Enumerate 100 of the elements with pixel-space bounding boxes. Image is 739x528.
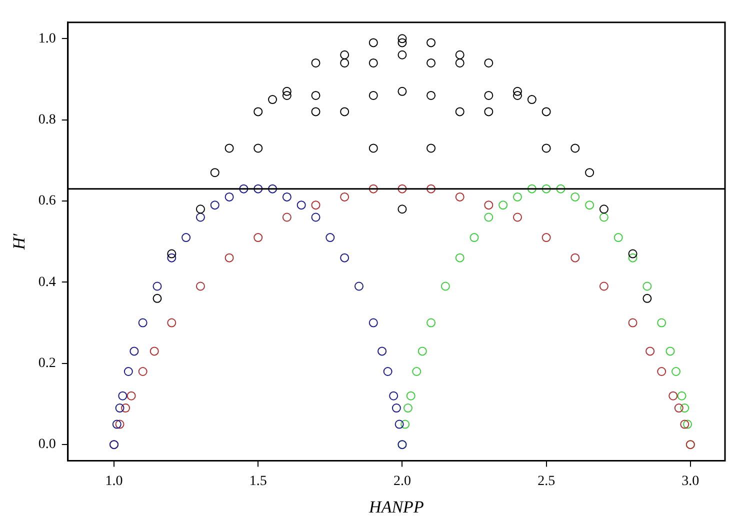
point <box>368 184 378 194</box>
point <box>484 200 494 210</box>
point <box>340 107 350 116</box>
point <box>628 249 638 258</box>
point <box>680 404 690 413</box>
point <box>657 318 666 328</box>
point <box>426 144 436 153</box>
point <box>282 86 292 96</box>
point <box>354 282 364 291</box>
point <box>126 391 136 400</box>
point <box>311 200 320 210</box>
point <box>224 144 234 153</box>
point <box>542 107 551 116</box>
point <box>115 420 124 429</box>
point <box>614 233 623 242</box>
point <box>599 282 608 291</box>
point <box>368 58 378 68</box>
point <box>311 90 320 100</box>
point <box>378 346 387 356</box>
point <box>527 95 536 104</box>
point <box>138 366 148 376</box>
point <box>115 404 124 413</box>
point <box>455 50 464 60</box>
point <box>683 420 692 429</box>
point <box>440 282 450 291</box>
point <box>210 200 220 210</box>
point <box>398 34 407 44</box>
point <box>599 212 608 222</box>
point <box>570 253 580 262</box>
point <box>484 107 494 116</box>
point <box>455 192 464 202</box>
point <box>680 420 690 429</box>
point <box>455 107 464 116</box>
point <box>512 212 522 222</box>
y-tick-label: 1.0 <box>38 31 56 46</box>
point <box>368 90 378 100</box>
point <box>484 90 494 100</box>
point <box>426 318 436 328</box>
point <box>368 38 378 48</box>
point <box>398 50 407 60</box>
y-tick-label: 0.2 <box>38 356 56 372</box>
point <box>150 346 159 356</box>
point <box>340 50 350 60</box>
point <box>196 204 205 214</box>
x-tick-label: 1.0 <box>105 474 123 489</box>
point <box>196 282 205 291</box>
point <box>570 144 580 153</box>
point <box>556 184 566 194</box>
point <box>389 391 398 400</box>
point <box>282 90 292 100</box>
y-tick-label: 0.0 <box>38 437 56 452</box>
point <box>498 200 508 210</box>
point <box>657 366 666 376</box>
point <box>268 184 278 194</box>
point <box>182 233 191 242</box>
point <box>368 318 378 328</box>
point <box>124 366 133 376</box>
x-tick-label: 3.0 <box>682 474 700 489</box>
point <box>628 253 638 262</box>
point <box>340 192 350 202</box>
point <box>282 192 292 202</box>
x-tick-label: 2.0 <box>393 474 411 489</box>
point <box>311 212 320 222</box>
point <box>542 144 551 153</box>
point <box>426 90 436 100</box>
x-axis-title: HANPP <box>368 497 424 516</box>
point <box>394 420 404 429</box>
point <box>585 200 594 210</box>
point <box>400 420 410 429</box>
point <box>121 404 130 413</box>
point <box>368 144 378 153</box>
point <box>340 58 350 68</box>
point <box>167 318 176 328</box>
point <box>254 107 263 116</box>
point <box>426 58 436 68</box>
point <box>112 420 122 429</box>
point <box>426 184 436 194</box>
x-tick-label: 2.5 <box>538 474 556 489</box>
point <box>224 253 234 262</box>
point <box>642 294 652 303</box>
point <box>512 192 522 202</box>
point <box>152 294 162 303</box>
point <box>406 391 416 400</box>
point <box>542 233 551 242</box>
point <box>340 253 350 262</box>
point <box>296 200 306 210</box>
point <box>392 404 401 413</box>
point <box>484 58 494 68</box>
point <box>167 253 176 262</box>
point <box>412 366 422 376</box>
point <box>167 249 176 258</box>
point <box>210 168 220 178</box>
point <box>398 38 407 48</box>
point <box>672 366 681 376</box>
point <box>542 184 551 194</box>
point <box>138 318 148 328</box>
point <box>383 366 392 376</box>
point <box>646 346 655 356</box>
point <box>239 184 248 194</box>
point <box>196 212 205 222</box>
